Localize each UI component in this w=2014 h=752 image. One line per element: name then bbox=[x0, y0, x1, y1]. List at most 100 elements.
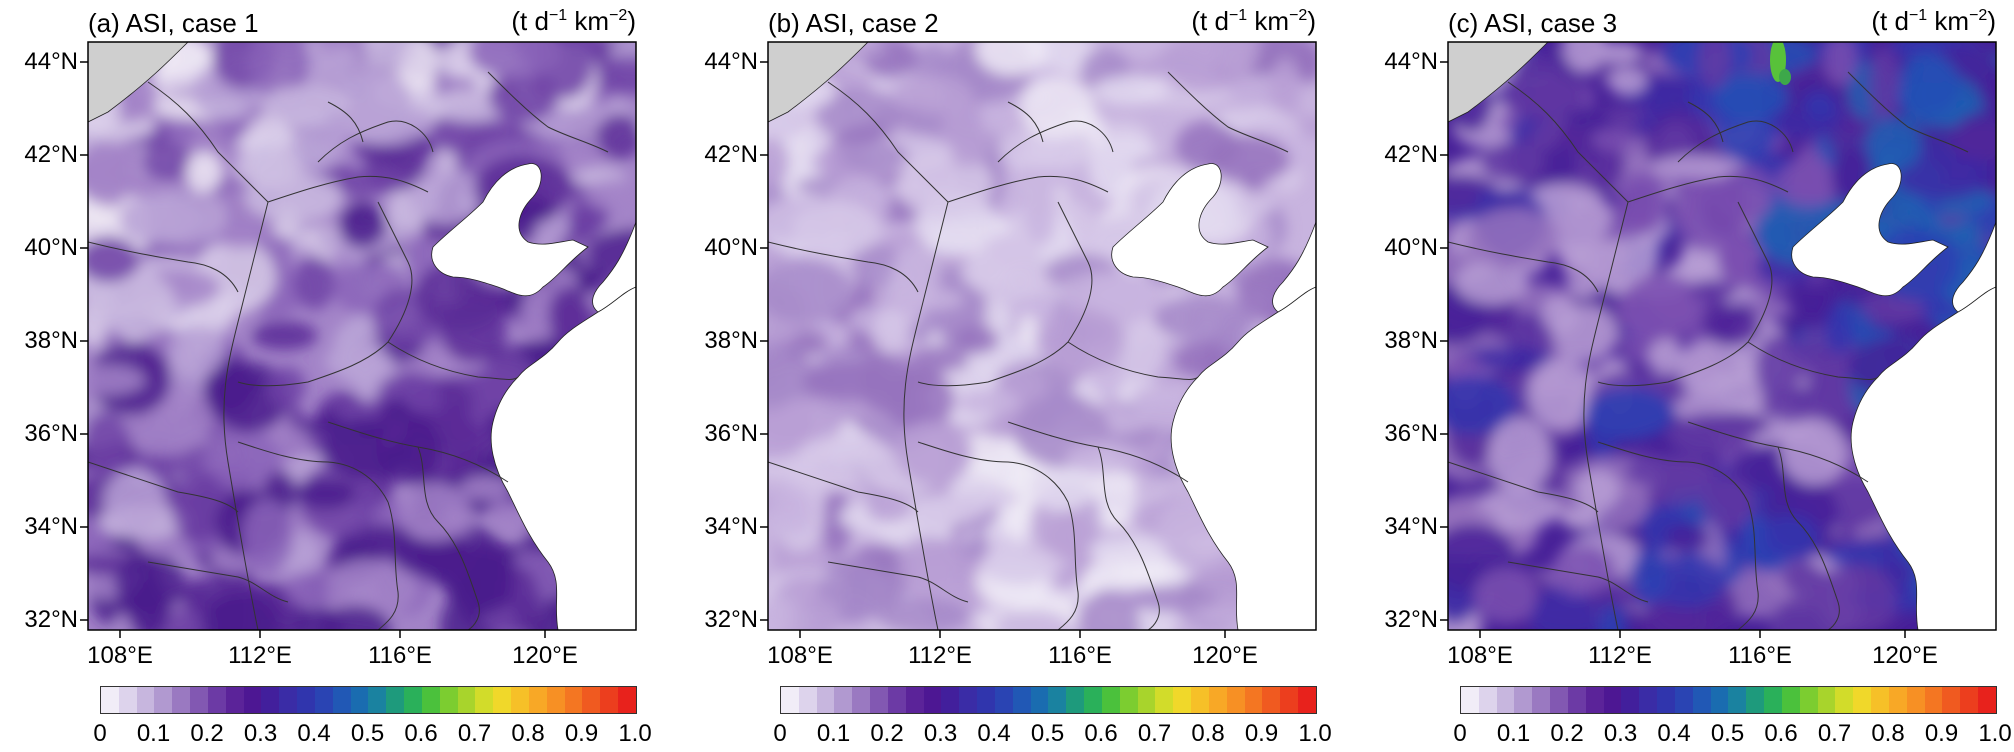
map-field bbox=[1448, 42, 1996, 630]
province-boundary bbox=[317, 120, 434, 163]
colorbar-tick-label: 1.0 bbox=[1978, 720, 2012, 747]
colorbar-segment bbox=[1137, 687, 1156, 713]
colorbar-segment bbox=[618, 687, 636, 713]
map-frame bbox=[87, 41, 637, 631]
province-boundary bbox=[997, 120, 1114, 163]
lat-label: 42°N bbox=[704, 141, 758, 168]
colorbar-segment bbox=[1781, 687, 1800, 713]
colorbar bbox=[100, 686, 637, 714]
lat-label: 32°N bbox=[1384, 606, 1438, 633]
province-boundary bbox=[377, 501, 399, 630]
colorbar-tick-label: 0.7 bbox=[1137, 720, 1172, 747]
map-frame bbox=[767, 41, 1317, 631]
lat-label: 36°N bbox=[1384, 420, 1438, 447]
colorbar-tick-label: 0.3 bbox=[1603, 720, 1638, 747]
colorbar-segment bbox=[1585, 687, 1604, 713]
colorbar-segment bbox=[243, 687, 262, 713]
lon-label: 120°E bbox=[512, 642, 578, 669]
lat-label: 34°N bbox=[704, 513, 758, 540]
panel-title: (c) ASI, case 3 bbox=[1448, 8, 1618, 38]
colorbar-segment bbox=[994, 687, 1013, 713]
colorbar-segment bbox=[1478, 687, 1497, 713]
colorbar-segment bbox=[564, 687, 583, 713]
colorbar-tick-label: 0.3 bbox=[923, 720, 958, 747]
colorbar-segment bbox=[923, 687, 942, 713]
unit-label: (t d−1 km−2) bbox=[1871, 6, 1996, 36]
province-boundary bbox=[903, 201, 949, 630]
colorbar-segment bbox=[172, 687, 191, 713]
colorbar-segment bbox=[1960, 687, 1979, 713]
lat-label: 38°N bbox=[1384, 327, 1438, 354]
colorbar-segment bbox=[118, 687, 137, 713]
colorbar-segment bbox=[1066, 687, 1085, 713]
colorbar-segment bbox=[1208, 687, 1227, 713]
colorbar-tick-label: 0.2 bbox=[1550, 720, 1584, 747]
colorbar-tick-label: 0.8 bbox=[511, 720, 545, 747]
colorbar-segment bbox=[1191, 687, 1209, 713]
province-boundary bbox=[1597, 441, 1749, 503]
colorbar-tick-label: 0.1 bbox=[1496, 720, 1531, 747]
map-plot bbox=[760, 41, 1317, 638]
colorbar-segment bbox=[582, 687, 601, 713]
colorbar-tick-label: 0.4 bbox=[1657, 720, 1691, 747]
province-boundary bbox=[487, 71, 609, 153]
colorbar-segment bbox=[1728, 687, 1747, 713]
lon-label: 120°E bbox=[1192, 642, 1258, 669]
colorbar-segment bbox=[368, 687, 387, 713]
lat-label: 42°N bbox=[1384, 141, 1438, 168]
colorbar-segment bbox=[1101, 687, 1120, 713]
colorbar-segment bbox=[1674, 687, 1693, 713]
colorbar-segment bbox=[1871, 687, 1889, 713]
province-boundary bbox=[88, 461, 239, 513]
colorbar-segment bbox=[1942, 687, 1961, 713]
map-panel-3: (c) ASI, case 3 (t d−1 km−2) 44°N 42°N 40°N 3… bbox=[1360, 0, 2014, 752]
colorbar-segment bbox=[350, 687, 369, 713]
colorbar-tick-label: 0.2 bbox=[870, 720, 904, 747]
colorbar-segment bbox=[225, 687, 244, 713]
province-boundary bbox=[1597, 341, 1749, 387]
colorbar-segment bbox=[1030, 687, 1049, 713]
map-panel-1: (a) ASI, case 1 (t d−1 km−2) 44°N 42°N 40°N 3… bbox=[0, 0, 660, 752]
colorbar-tick-label: 0 bbox=[773, 720, 787, 747]
province-boundary bbox=[1448, 241, 1599, 293]
colorbar-segment bbox=[600, 687, 619, 713]
province-boundary bbox=[1847, 71, 1969, 153]
colorbar-segment bbox=[1496, 687, 1515, 713]
colorbar-tick-label: 0.5 bbox=[350, 720, 385, 747]
colorbar-tick-label: 0.9 bbox=[1244, 720, 1279, 747]
colorbar-segment bbox=[1514, 687, 1533, 713]
lon-label: 112°E bbox=[908, 642, 972, 669]
province-boundary bbox=[327, 101, 364, 143]
colorbar-segment bbox=[421, 687, 440, 713]
colorbar-tick-label: 0.1 bbox=[136, 720, 171, 747]
province-boundary bbox=[768, 241, 919, 293]
province-boundary bbox=[1067, 341, 1199, 380]
lon-label: 116°E bbox=[1048, 642, 1112, 669]
colorbar-segment bbox=[781, 687, 799, 713]
lat-label: 38°N bbox=[704, 327, 758, 354]
lon-label: 112°E bbox=[1588, 642, 1652, 669]
lat-label: 44°N bbox=[24, 48, 78, 75]
province-boundary bbox=[1057, 201, 1093, 343]
colorbar-tick-label: 0.8 bbox=[1871, 720, 1905, 747]
colorbar-tick-label: 0.8 bbox=[1191, 720, 1225, 747]
colorbar-tick-label: 0.4 bbox=[977, 720, 1011, 747]
colorbar-segment bbox=[1657, 687, 1675, 713]
province-boundary bbox=[827, 81, 949, 203]
colorbar-segment bbox=[1888, 687, 1907, 713]
colorbar-segment bbox=[834, 687, 853, 713]
lon-label: 120°E bbox=[1872, 642, 1938, 669]
colorbar-segment bbox=[457, 687, 476, 713]
lat-label: 40°N bbox=[704, 234, 758, 261]
lon-label: 116°E bbox=[1728, 642, 1792, 669]
colorbar-segment bbox=[1461, 687, 1479, 713]
lat-label: 44°N bbox=[704, 48, 758, 75]
lat-label: 40°N bbox=[24, 234, 78, 261]
colorbar bbox=[1460, 686, 1997, 714]
bohai-sea bbox=[1791, 163, 1949, 297]
bohai-sea bbox=[1111, 163, 1269, 297]
colorbar-segment bbox=[1764, 687, 1782, 713]
colorbar-tick-label: 0.6 bbox=[1764, 720, 1798, 747]
colorbar-segment bbox=[1550, 687, 1568, 713]
panel-title: (b) ASI, case 2 bbox=[768, 8, 939, 38]
